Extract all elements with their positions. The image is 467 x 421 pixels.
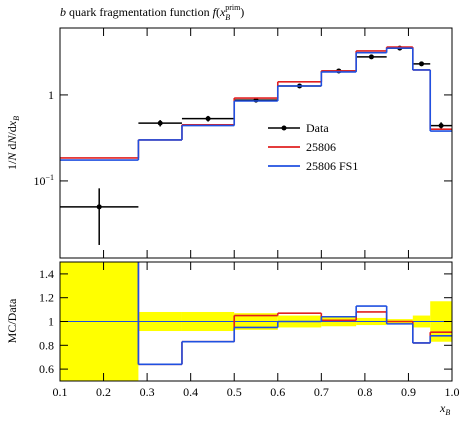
x-tick-label: 0.3 (140, 385, 155, 399)
data-point (157, 120, 163, 126)
data-point (368, 54, 374, 60)
data-point (205, 116, 211, 122)
x-tick-label: 0.7 (314, 385, 329, 399)
y-label-part: 1/ (5, 160, 19, 170)
tick-exponent: −1 (45, 173, 54, 182)
x-tick-label: 0.5 (227, 385, 242, 399)
y-label-part: x (5, 120, 19, 127)
title-part: f (213, 5, 218, 19)
legend-label: Data (306, 121, 329, 135)
y-tick-label: 10−1 (33, 173, 54, 188)
x-tick-label: 0.8 (357, 385, 372, 399)
x-label-part: B (445, 408, 450, 417)
ratio-y-label: MC/Data (5, 298, 19, 343)
tick-base: 10 (33, 174, 45, 188)
title-part: quark fragmentation function (66, 5, 213, 19)
y-tick-label: 0.6 (39, 362, 54, 376)
chart-title: b quark fragmentation function f(xBprim) (60, 3, 244, 22)
x-tick-label: 0.4 (183, 385, 198, 399)
y-label-part: B (12, 116, 21, 121)
legend-label: 25806 FS1 (306, 159, 358, 173)
x-label-part: x (439, 401, 446, 415)
y-tick-label: 0.8 (39, 338, 54, 352)
data-point (419, 61, 425, 67)
x-tick-label: 0.2 (96, 385, 111, 399)
x-tick-label: 0.6 (270, 385, 285, 399)
data-point (438, 123, 444, 129)
plot-area (60, 262, 452, 381)
y-label-part: N (5, 152, 19, 162)
y-axis-label: 1/N dN/dxB (5, 116, 21, 170)
panel-frame (59, 27, 453, 259)
y-tick-label: 1 (48, 88, 54, 102)
title-part: prim (225, 3, 241, 12)
legend-marker (281, 125, 287, 131)
x-tick-label: 1.0 (445, 385, 460, 399)
title-part: ) (240, 5, 244, 19)
y-label-part: /d (5, 126, 19, 135)
y-tick-label: 1 (48, 315, 54, 329)
title-part: b (60, 5, 66, 19)
data-point (96, 204, 102, 210)
y-tick-label: 1.2 (39, 291, 54, 305)
x-tick-label: 0.9 (401, 385, 416, 399)
title-part: B (225, 13, 230, 22)
y-label-part: d (5, 144, 19, 153)
title-part: ( (216, 5, 220, 19)
y-label-part: N (5, 135, 19, 145)
x-tick-label: 0.1 (53, 385, 68, 399)
title-part: x (219, 5, 226, 19)
y-tick-label: 1.4 (39, 267, 54, 281)
legend-label: 25806 (306, 140, 336, 154)
x-axis-label: xB (439, 401, 450, 417)
plot-area (60, 45, 452, 245)
